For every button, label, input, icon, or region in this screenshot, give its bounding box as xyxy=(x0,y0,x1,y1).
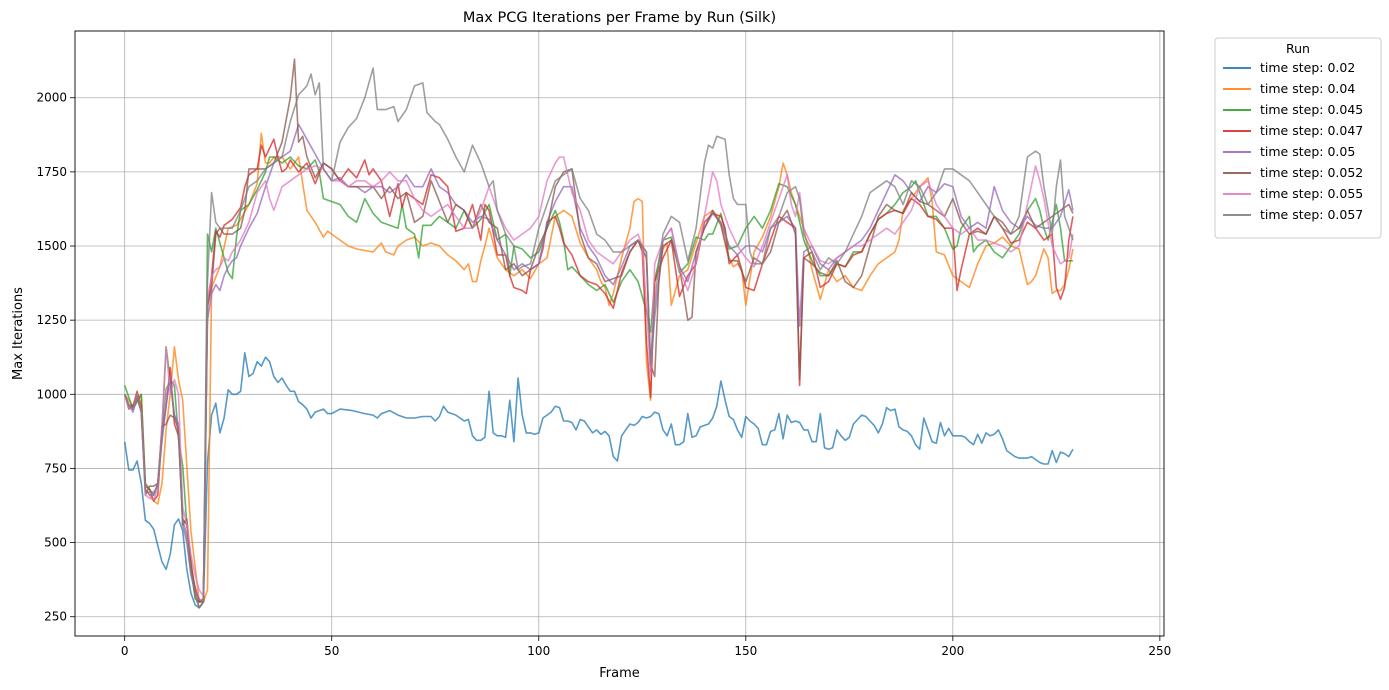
y-tick-label: 1000 xyxy=(36,387,67,401)
legend-label: time step: 0.047 xyxy=(1260,123,1363,138)
legend-label: time step: 0.052 xyxy=(1260,165,1363,180)
plot-frame xyxy=(74,30,1165,637)
x-tick-label: 200 xyxy=(941,644,964,658)
legend-items: time step: 0.02 time step: 0.04 time step:… xyxy=(1223,60,1363,222)
series-line-8 xyxy=(123,67,1074,609)
grid xyxy=(75,31,1164,636)
legend-label: time step: 0.055 xyxy=(1260,186,1363,201)
legend-title: Run xyxy=(1286,41,1310,56)
y-tick-label: 1250 xyxy=(36,313,67,327)
series-line-7 xyxy=(123,156,1074,597)
legend-label: time step: 0.045 xyxy=(1260,102,1363,117)
series-layer xyxy=(123,58,1074,609)
x-tick-label: 250 xyxy=(1148,644,1171,658)
series-line-6 xyxy=(123,58,1074,609)
chart-title: Max PCG Iterations per Frame by Run (Sil… xyxy=(463,10,776,26)
y-tick-label: 1750 xyxy=(36,165,67,179)
y-tick-label: 750 xyxy=(44,461,67,475)
x-axis-label: Frame xyxy=(599,666,640,681)
ticks: 0 50 100 150 200 250 250 500 750 1000 1250 1500 1750… xyxy=(36,91,1171,658)
series-line-4 xyxy=(123,138,1074,603)
y-tick-label: 250 xyxy=(44,610,67,624)
x-tick-label: 50 xyxy=(324,644,339,658)
x-tick-label: 150 xyxy=(734,644,757,658)
legend-label: time step: 0.02 xyxy=(1260,60,1355,75)
x-tick-label: 0 xyxy=(121,644,129,658)
series-line-3 xyxy=(123,156,1073,603)
y-tick-label: 500 xyxy=(44,536,67,550)
y-tick-label: 2000 xyxy=(36,91,67,105)
x-tick-label: 100 xyxy=(527,644,550,658)
legend-label: time step: 0.057 xyxy=(1260,207,1363,222)
series-line-1 xyxy=(123,352,1074,609)
y-tick-label: 1500 xyxy=(36,239,67,253)
legend-label: time step: 0.04 xyxy=(1260,81,1355,96)
legend-label: time step: 0.05 xyxy=(1260,144,1355,159)
legend-box xyxy=(1214,37,1382,239)
y-axis-label: Max Iterations xyxy=(11,287,26,380)
series-line-2 xyxy=(124,132,1074,603)
series-line-5 xyxy=(123,123,1074,603)
